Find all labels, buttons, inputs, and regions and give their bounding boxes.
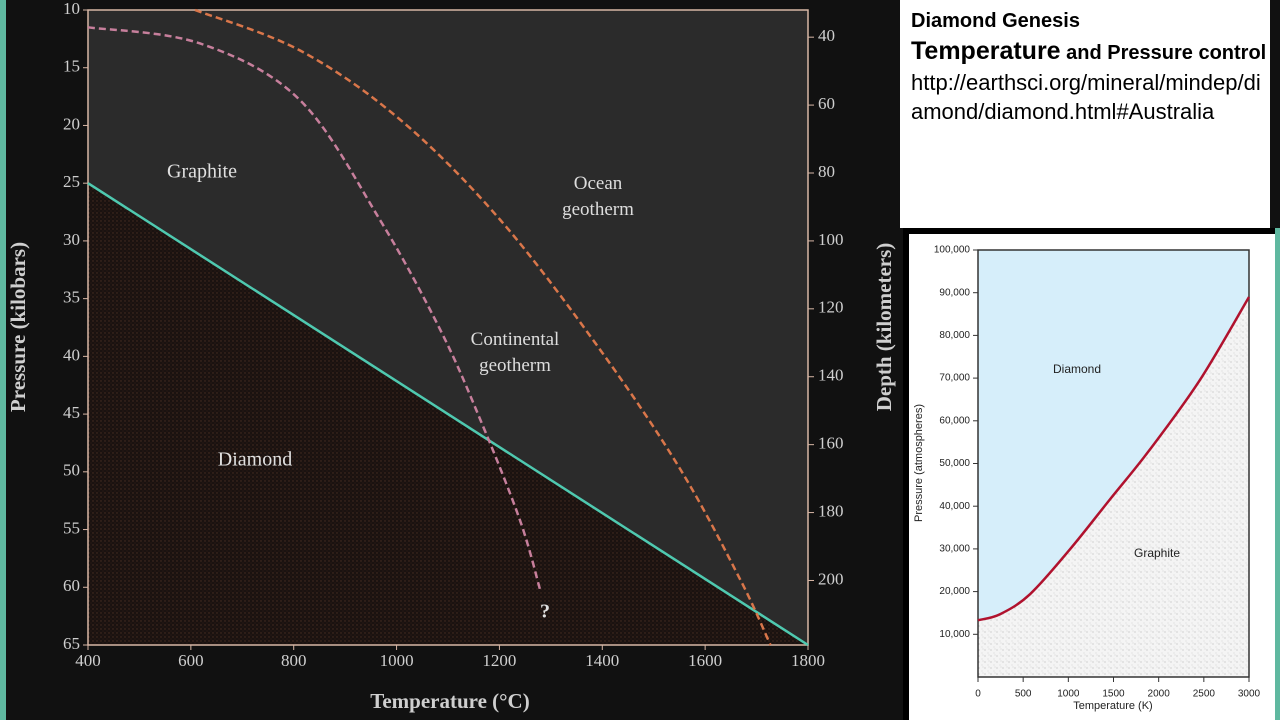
y-tick-label: 10 [63,0,80,18]
edge-strip [0,0,6,720]
plot-frame [977,249,1250,678]
link: http://earthsci.org/mineral/mindep/diamo… [911,70,1261,124]
subheading: and Pressure control [1066,42,1267,64]
series-label: Ocean geotherm [562,173,634,220]
annotation: Diamond [1053,362,1101,376]
y-tick-label: 50,000 [939,458,970,469]
x-tick-label: 1200 [482,651,516,670]
x-tick-label: 3000 [1238,689,1261,700]
y2-axis-label: Depth (kilometers) [872,243,896,412]
annotation: Graphite [167,161,237,183]
y-tick-label: 45 [63,403,80,422]
subheading: Temperature [911,37,1061,65]
series-line [87,182,809,647]
y-tick-label: 30,000 [939,544,970,555]
x-tick-label: 2000 [1148,689,1171,700]
region [978,296,1249,677]
y2-tick-label: 200 [818,569,844,588]
heading: Diamond Genesis [911,10,1080,32]
x-tick-label: 1600 [688,651,722,670]
y-tick-label: 65 [63,634,80,653]
y-tick-label: 20 [63,114,80,133]
y2-tick-label: 160 [818,434,844,453]
x-tick-label: 1000 [1057,689,1080,700]
y2-tick-label: 80 [818,162,835,181]
y2-tick-label: 60 [818,94,835,113]
series-line [87,26,542,590]
y-tick-label: 100,000 [934,245,971,256]
annotation: Diamond [218,449,292,471]
y2-tick-label: 40 [818,26,835,45]
x-tick-label: 1500 [1102,689,1125,700]
annotation: Graphite [1134,546,1180,560]
y-tick-label: 30 [63,230,80,249]
x-tick-label: 600 [178,651,204,670]
x-tick-label: 1400 [585,651,619,670]
y-tick-label: 55 [63,518,80,537]
y2-tick-label: 140 [818,366,844,385]
x-axis-label: Temperature (K) [1073,700,1152,712]
text-panel: Diamond Genesis Temperature and Pressure… [900,0,1270,228]
y2-tick-label: 180 [818,501,844,520]
series-label: Continental geotherm [470,329,560,376]
x-tick-label: 400 [75,651,101,670]
y-tick-label: 40,000 [939,501,970,512]
y-tick-label: 20,000 [939,586,970,597]
y-tick-label: 10,000 [939,629,970,640]
x-tick-label: 1800 [791,651,825,670]
y-tick-label: 70,000 [939,373,970,384]
x-tick-label: 500 [1015,689,1032,700]
x-tick-label: 0 [975,689,981,700]
annotation: ? [540,601,550,623]
y-tick-label: 60,000 [939,415,970,426]
y-tick-label: 80,000 [939,330,970,341]
y2-tick-label: 100 [818,230,844,249]
series-line [977,296,1251,622]
y-tick-label: 60 [63,576,80,595]
plot-frame [87,9,809,646]
series-line [194,8,772,646]
edge-strip [1275,228,1280,720]
y-tick-label: 90,000 [939,287,970,298]
x-tick-label: 1000 [380,651,414,670]
y-tick-label: 40 [63,345,80,364]
y-tick-label: 25 [63,172,80,191]
y2-tick-label: 120 [818,298,844,317]
x-tick-label: 2500 [1193,689,1216,700]
x-axis-label: Temperature (°C) [370,689,529,713]
y-tick-label: 15 [63,57,80,76]
y-axis-label: Pressure (kilobars) [6,242,30,412]
y-axis-label: Pressure (atmospheres) [913,404,925,522]
y-tick-label: 35 [63,288,80,307]
y-tick-label: 50 [63,461,80,480]
x-tick-label: 800 [281,651,307,670]
